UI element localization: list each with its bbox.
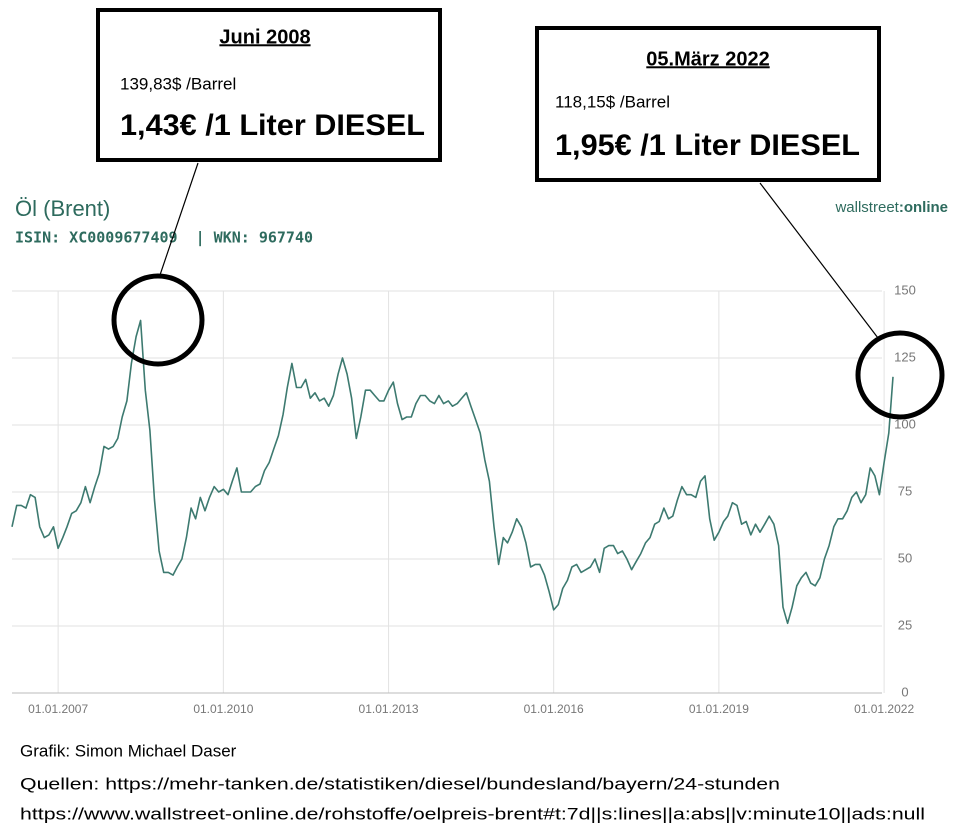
chart-title: Öl (Brent) <box>15 196 110 221</box>
y-tick-label: 75 <box>898 483 912 498</box>
annotation-heading: 05.März 2022 <box>646 48 769 70</box>
annotation-price: 139,83$ /Barrel <box>120 74 236 93</box>
plot-area: 0 25 50 75 100 125 150 01.01.2007 01.01.2010 01.0… <box>11 282 916 716</box>
annotation-box <box>535 26 881 182</box>
y-tick-label: 100 <box>894 416 916 431</box>
highlight-circle <box>111 273 205 367</box>
brand-part: :online <box>899 199 948 216</box>
x-tick-label: 01.01.2010 <box>193 702 253 716</box>
chart-subtitle: ISIN: XC0009677409 | WKN: 967740 <box>15 229 313 248</box>
price-line <box>11 319 894 625</box>
annotation-diesel: 1,95€ /1 Liter DIESEL <box>555 129 860 162</box>
y-tick-label: 0 <box>901 684 908 699</box>
y-tick-label: 50 <box>898 550 912 565</box>
x-tick-label: 01.01.2019 <box>689 702 749 716</box>
x-tick-label: 01.01.2022 <box>854 702 914 716</box>
connector <box>159 162 199 276</box>
credit: Grafik: Simon Michael Daser <box>20 741 237 760</box>
x-tick-label: 01.01.2016 <box>524 702 584 716</box>
source: Quellen: https://mehr-tanken.de/statisti… <box>20 774 780 793</box>
annotation-heading: Juni 2008 <box>219 26 310 48</box>
highlight-circle <box>855 330 945 420</box>
annotation-diesel: 1,43€ /1 Liter DIESEL <box>120 109 425 142</box>
annotation-box <box>96 8 442 162</box>
brand-part: wallstreet <box>834 199 899 216</box>
annotation-price: 118,15$ /Barrel <box>555 92 670 111</box>
connector <box>759 182 879 339</box>
x-tick-label: 01.01.2013 <box>359 702 419 716</box>
y-tick-label: 125 <box>894 349 916 364</box>
source: https://www.wallstreet-online.de/rohstof… <box>20 804 925 823</box>
brand: wallstreet:online <box>834 199 948 216</box>
y-tick-label: 25 <box>898 617 912 632</box>
y-tick-label: 150 <box>894 282 916 297</box>
x-tick-label: 01.01.2007 <box>28 702 88 716</box>
